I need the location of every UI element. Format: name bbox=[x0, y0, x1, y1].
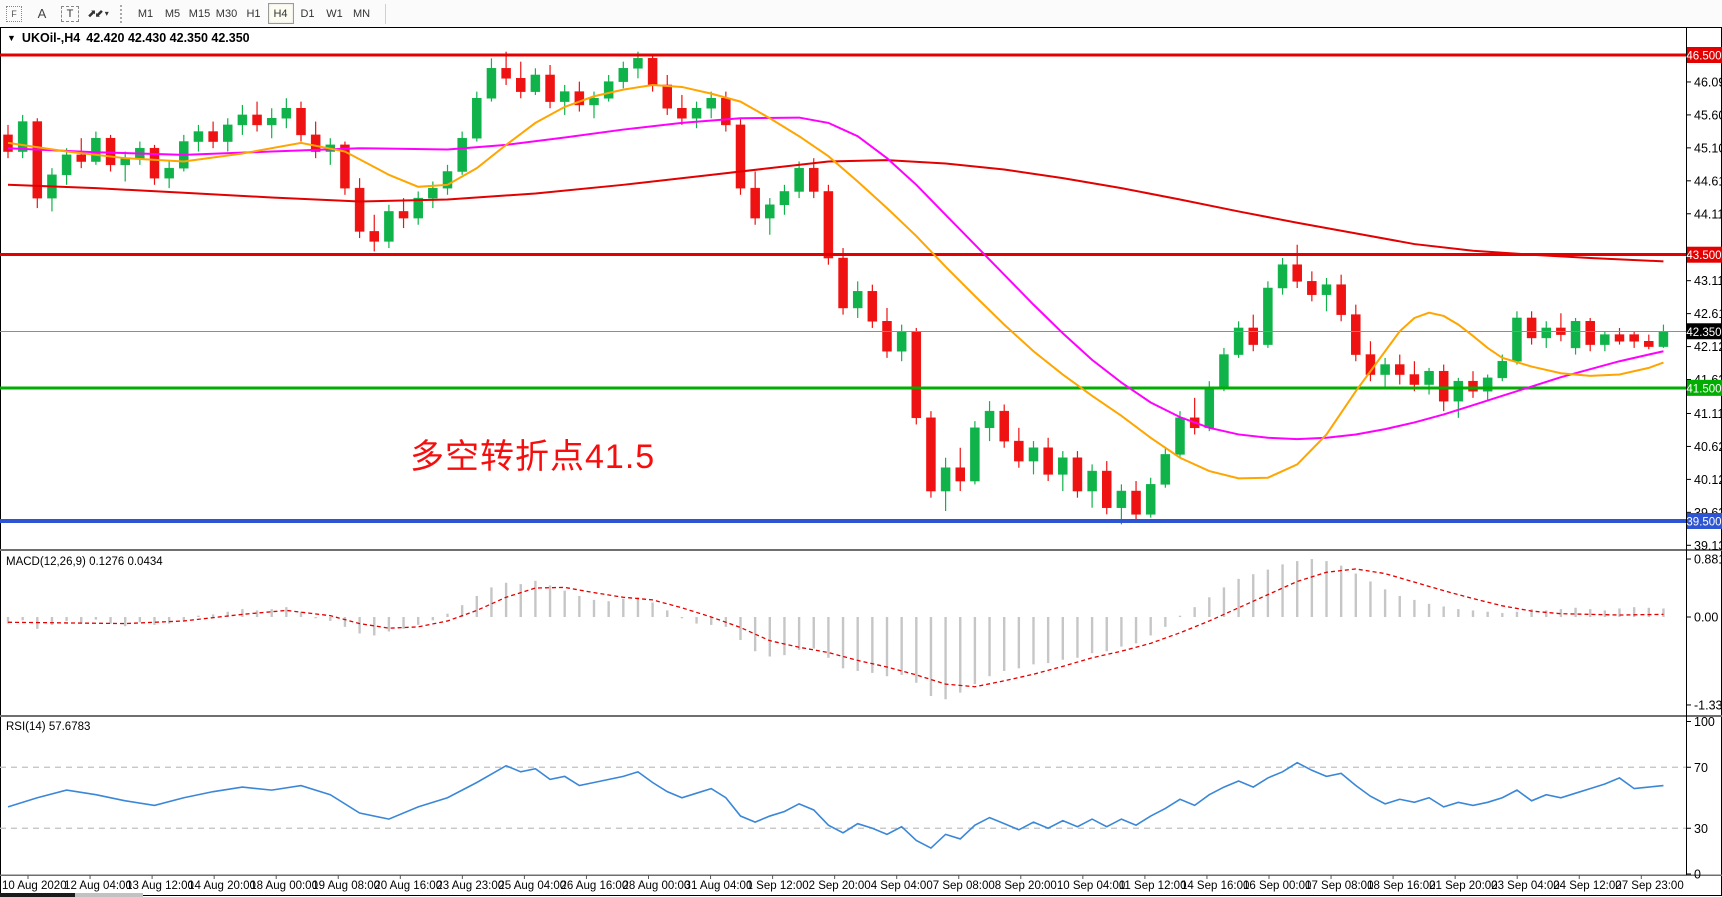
svg-text:16 Sep 00:00: 16 Sep 00:00 bbox=[1243, 880, 1311, 892]
svg-text:23 Sep 04:00: 23 Sep 04:00 bbox=[1491, 880, 1559, 892]
moving-average-layer bbox=[7, 83, 1664, 480]
svg-text:44.115: 44.115 bbox=[1694, 207, 1722, 221]
f-box-icon: F bbox=[6, 5, 22, 22]
timeframe-m5[interactable]: M5 bbox=[164, 7, 181, 20]
svg-text:46.095: 46.095 bbox=[1694, 75, 1722, 89]
rsi-indicator-label: RSI(14) 57.6783 bbox=[6, 721, 91, 733]
svg-text:14 Sep 16:00: 14 Sep 16:00 bbox=[1181, 880, 1249, 892]
timeframe-m15[interactable]: M15 bbox=[188, 7, 211, 20]
svg-text:13 Aug 12:00: 13 Aug 12:00 bbox=[126, 880, 194, 892]
svg-text:10 Sep 04:00: 10 Sep 04:00 bbox=[1057, 880, 1125, 892]
svg-text:41.500: 41.500 bbox=[1686, 383, 1721, 395]
svg-text:19 Aug 08:00: 19 Aug 08:00 bbox=[312, 880, 380, 892]
svg-text:41.115: 41.115 bbox=[1694, 407, 1722, 421]
arrows-tool-button[interactable]: ⬈⬋ ▾ bbox=[85, 2, 111, 25]
svg-text:100: 100 bbox=[1694, 715, 1715, 729]
svg-text:40.125: 40.125 bbox=[1694, 473, 1722, 487]
chart-title[interactable]: ▼ UKOil-,H4 42.420 42.430 42.350 42.350 bbox=[7, 31, 250, 45]
toolbar-grip[interactable] bbox=[120, 4, 126, 23]
symbol-label: UKOil-,H4 bbox=[21, 31, 81, 45]
timeframe-h4[interactable]: H4 bbox=[267, 3, 294, 24]
toolbar: F A T ⬈⬋ ▾ M1 M5 M15 M30 H1 H4 D1 W1 MN bbox=[0, 0, 1722, 27]
svg-text:25 Aug 04:00: 25 Aug 04:00 bbox=[498, 880, 566, 892]
svg-text:42.120: 42.120 bbox=[1694, 340, 1722, 354]
macd-panel: 0.8812 0.00 -1.3368 bbox=[6, 553, 1722, 712]
timeframe-h1[interactable]: H1 bbox=[246, 7, 261, 20]
cursor-tool-icon[interactable]: F bbox=[1, 2, 27, 25]
timeframe-m1[interactable]: M1 bbox=[137, 7, 154, 20]
ohlc-values: 42.420 42.430 42.350 42.350 bbox=[86, 31, 250, 45]
level-lines-layer bbox=[0, 53, 1686, 523]
svg-text:28 Aug 00:00: 28 Aug 00:00 bbox=[623, 880, 691, 892]
svg-text:8 Sep 20:00: 8 Sep 20:00 bbox=[995, 880, 1057, 892]
timeframe-w1[interactable]: W1 bbox=[326, 7, 343, 20]
svg-text:39.135: 39.135 bbox=[1694, 539, 1722, 553]
chart-annotation-text[interactable]: 多空转折点41.5 bbox=[410, 438, 656, 476]
timeframe-d1[interactable]: D1 bbox=[300, 7, 315, 20]
timeframe-buttons: M1 M5 M15 M30 H1 H4 D1 W1 MN bbox=[132, 3, 375, 24]
svg-text:1 Sep 12:00: 1 Sep 12:00 bbox=[747, 880, 809, 892]
svg-text:43.500: 43.500 bbox=[1686, 250, 1721, 262]
svg-text:18 Sep 16:00: 18 Sep 16:00 bbox=[1367, 880, 1435, 892]
window-frame bbox=[0, 27, 1722, 896]
svg-text:45.105: 45.105 bbox=[1694, 141, 1722, 155]
svg-text:-1.3368: -1.3368 bbox=[1694, 698, 1722, 712]
svg-text:11 Sep 12:00: 11 Sep 12:00 bbox=[1119, 880, 1187, 892]
svg-text:31 Aug 04:00: 31 Aug 04:00 bbox=[685, 880, 753, 892]
symbol-dropdown-icon[interactable]: ▼ bbox=[7, 33, 16, 43]
svg-text:0.00: 0.00 bbox=[1694, 611, 1718, 625]
svg-text:40.620: 40.620 bbox=[1694, 440, 1722, 454]
arrows-icon: ⬈⬋ bbox=[87, 8, 104, 20]
text-label-tool-icon[interactable]: A bbox=[29, 2, 55, 25]
horizontal-scrollbar[interactable] bbox=[0, 893, 143, 897]
svg-text:4 Sep 04:00: 4 Sep 04:00 bbox=[871, 880, 933, 892]
text-box-tool-icon[interactable]: T bbox=[57, 2, 83, 25]
svg-text:2 Sep 20:00: 2 Sep 20:00 bbox=[809, 880, 871, 892]
svg-text:24 Sep 12:00: 24 Sep 12:00 bbox=[1553, 880, 1621, 892]
rsi-panel: 100 70 30 0 bbox=[0, 715, 1715, 882]
svg-text:10 Aug 2020: 10 Aug 2020 bbox=[2, 880, 67, 892]
candlestick-layer bbox=[3, 51, 1669, 525]
svg-text:27 Sep 23:00: 27 Sep 23:00 bbox=[1615, 880, 1683, 892]
svg-text:45.600: 45.600 bbox=[1694, 108, 1722, 122]
svg-text:43.110: 43.110 bbox=[1694, 274, 1722, 288]
svg-text:14 Aug 20:00: 14 Aug 20:00 bbox=[188, 880, 256, 892]
svg-text:23 Aug 23:00: 23 Aug 23:00 bbox=[436, 880, 504, 892]
svg-text:42.350: 42.350 bbox=[1686, 327, 1721, 339]
svg-text:0: 0 bbox=[1694, 868, 1701, 882]
svg-text:42.615: 42.615 bbox=[1694, 307, 1722, 321]
svg-text:26 Aug 16:00: 26 Aug 16:00 bbox=[560, 880, 628, 892]
macd-indicator-label: MACD(12,26,9) 0.1276 0.0434 bbox=[6, 556, 163, 568]
svg-text:70: 70 bbox=[1694, 761, 1708, 775]
svg-text:39.500: 39.500 bbox=[1686, 516, 1721, 528]
svg-text:18 Aug 00:00: 18 Aug 00:00 bbox=[250, 880, 318, 892]
svg-text:20 Aug 16:00: 20 Aug 16:00 bbox=[374, 880, 442, 892]
svg-text:44.610: 44.610 bbox=[1694, 174, 1722, 188]
timeframe-mn[interactable]: MN bbox=[352, 7, 371, 20]
svg-text:21 Sep 20:00: 21 Sep 20:00 bbox=[1429, 880, 1497, 892]
timeframe-m30[interactable]: M30 bbox=[215, 7, 238, 20]
svg-text:46.500: 46.500 bbox=[1686, 51, 1721, 63]
svg-text:0.8812: 0.8812 bbox=[1694, 553, 1722, 567]
letter-t-icon: T bbox=[60, 5, 80, 22]
svg-text:7 Sep 08:00: 7 Sep 08:00 bbox=[933, 880, 995, 892]
panel-separators bbox=[0, 28, 1722, 876]
svg-text:12 Aug 04:00: 12 Aug 04:00 bbox=[64, 880, 132, 892]
chevron-down-icon: ▾ bbox=[104, 9, 109, 18]
toolbar-separator bbox=[385, 3, 386, 24]
svg-text:30: 30 bbox=[1694, 822, 1708, 836]
letter-a-icon: A bbox=[37, 6, 47, 21]
price-axis: 46.095 45.600 45.105 44.610 44.115 43.110 42.6… bbox=[1686, 47, 1722, 553]
svg-text:17 Sep 08:00: 17 Sep 08:00 bbox=[1305, 880, 1373, 892]
